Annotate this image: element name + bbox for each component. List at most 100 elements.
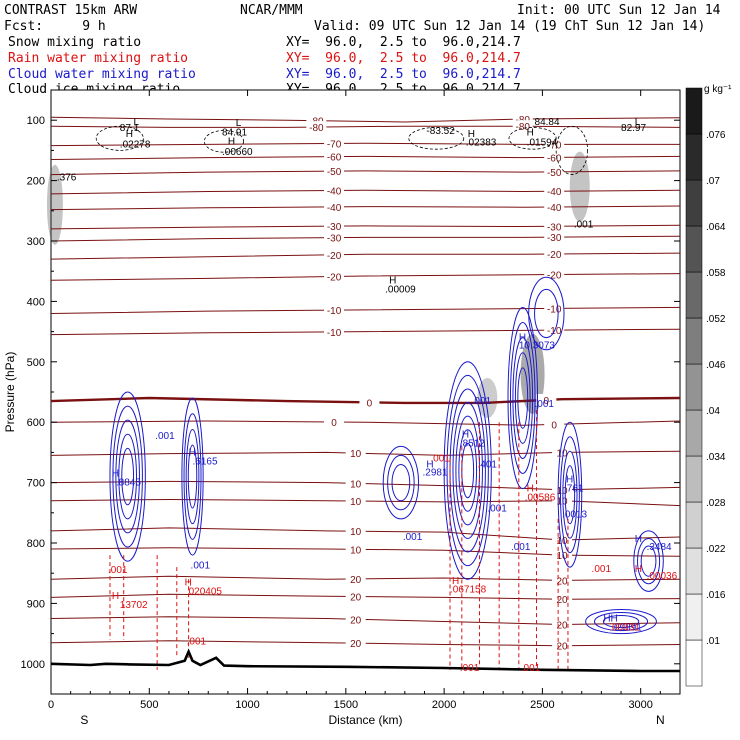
field-value-label: 13702 bbox=[120, 600, 148, 611]
cloud-water-contour bbox=[112, 405, 143, 548]
cloud-water-contour bbox=[458, 429, 478, 512]
field-value-label: 020405 bbox=[189, 586, 223, 597]
isotherm-line bbox=[50, 396, 681, 405]
y-tick-label: 200 bbox=[27, 176, 45, 188]
isotherm-label: 20 bbox=[350, 575, 362, 586]
isotherm-label: -50 bbox=[547, 168, 562, 179]
y-tick-label: 600 bbox=[27, 417, 45, 429]
colorbar-swatch bbox=[685, 179, 703, 227]
colorbar-swatch bbox=[685, 225, 703, 273]
field-value-label: .0013 bbox=[562, 510, 587, 521]
terrain-line bbox=[50, 648, 680, 673]
isotherm-label-bg bbox=[345, 495, 366, 508]
isotherm-label: 20 bbox=[350, 615, 362, 626]
isotherm-label: 10 bbox=[350, 497, 362, 508]
init-time: Init: 00 UTC Sun 12 Jan 14 bbox=[517, 3, 721, 18]
field-value-label: H bbox=[112, 591, 119, 602]
isotherm-line bbox=[50, 420, 681, 426]
isotherm-label-bg bbox=[544, 165, 565, 178]
isotherm-label-bg bbox=[345, 447, 366, 460]
field-value-label: 87.1 bbox=[120, 123, 140, 134]
colorbar-level-label: .028 bbox=[706, 498, 726, 509]
isotherm-label-bg bbox=[345, 590, 366, 603]
isotherm-label-bg bbox=[345, 543, 366, 556]
field-value-label: HH bbox=[603, 614, 617, 625]
field-value-label: .001 bbox=[487, 504, 507, 515]
field-value-label: H bbox=[189, 447, 196, 458]
isotherm-label: -20 bbox=[327, 251, 342, 262]
cloud-water-contour bbox=[509, 322, 536, 475]
isotherm-label-bg bbox=[552, 618, 573, 631]
cloud-water-contour bbox=[517, 367, 529, 429]
isotherm-label-bg bbox=[536, 393, 557, 406]
isotherm-label-bg bbox=[345, 572, 366, 585]
isotherm-label-bg bbox=[324, 304, 345, 317]
field-name-snow: Snow mixing ratio bbox=[8, 35, 142, 50]
colorbar-level-label: .046 bbox=[706, 360, 726, 371]
isotherm-line bbox=[50, 170, 681, 176]
cloud-water-contour bbox=[562, 450, 578, 539]
shading-blob bbox=[520, 333, 545, 414]
isotherm-line bbox=[50, 547, 681, 557]
isotherm-line bbox=[50, 142, 680, 147]
field-value-label: .00331 bbox=[609, 623, 640, 634]
valid-time: Valid: 09 UTC Sun 12 Jan 14 (19 ChT Sun … bbox=[314, 19, 706, 34]
isotherm-label-bg bbox=[324, 270, 345, 283]
isotherm-line bbox=[50, 125, 681, 128]
forecast-hour: Fcst: 9 h bbox=[4, 19, 106, 34]
cloud-ice-contour bbox=[203, 130, 245, 153]
colorbar-swatch bbox=[685, 593, 703, 641]
colorbar-swatch bbox=[685, 547, 703, 595]
y-tick-label: 500 bbox=[27, 357, 45, 369]
cloud-water-contour bbox=[534, 288, 559, 339]
field-value-label: L bbox=[635, 117, 641, 128]
cloud-water-contour bbox=[391, 463, 411, 502]
field-value-label: .001 bbox=[155, 431, 175, 442]
isotherm-label-bg bbox=[552, 593, 573, 606]
field-value-label: .00660 bbox=[222, 147, 253, 158]
isotherm-label: -20 bbox=[327, 273, 342, 284]
cloud-water-contour bbox=[449, 388, 486, 553]
isotherm-label-bg bbox=[552, 483, 573, 496]
isotherm-label-bg bbox=[552, 574, 573, 587]
isotherm-label: 10 bbox=[557, 486, 569, 497]
cloud-water-contour bbox=[512, 337, 534, 459]
isotherm-label-bg bbox=[345, 613, 366, 626]
isotherm-label-bg bbox=[552, 639, 573, 652]
center-name: NCAR/MMM bbox=[240, 3, 303, 18]
cloud-water-contour bbox=[633, 530, 664, 592]
field-value-label: L bbox=[134, 117, 140, 128]
model-title: CONTRAST 15km ARW bbox=[4, 3, 138, 18]
field-xy-rain: XY= 96.0, 2.5 to 96.0,214.7 bbox=[286, 51, 521, 66]
x-tick-label: 3000 bbox=[628, 699, 652, 711]
endpoint-right-label: N bbox=[656, 713, 665, 727]
isotherm-line bbox=[50, 252, 681, 260]
cloud-water-contour bbox=[602, 614, 640, 629]
field-value-label: .001 bbox=[460, 663, 480, 674]
isotherm-line bbox=[50, 328, 681, 336]
field-value-label: .00036 bbox=[647, 571, 678, 582]
field-name-cloud-water: Cloud water mixing ratio bbox=[8, 67, 196, 82]
colorbar-swatch bbox=[685, 639, 703, 687]
field-value-label: .6165 bbox=[193, 456, 218, 467]
cloud-water-contour bbox=[382, 445, 420, 520]
field-value-label: .001 bbox=[472, 396, 492, 407]
colorbar-swatch bbox=[685, 133, 703, 181]
isotherm-label: 20 bbox=[557, 642, 569, 653]
colorbar-swatch bbox=[685, 317, 703, 365]
isotherm-label-bg bbox=[544, 248, 565, 261]
isotherm-label: 10 bbox=[557, 448, 569, 459]
field-xy-snow: XY= 96.0, 2.5 to 96.0,214.7 bbox=[286, 35, 521, 50]
field-value-label: H bbox=[566, 475, 573, 486]
cloud-water-contour bbox=[585, 608, 657, 635]
isotherm-label-bg bbox=[544, 200, 565, 213]
field-value-label: .01594 bbox=[527, 138, 558, 149]
isotherm-label: 10 bbox=[350, 449, 362, 460]
isotherm-label-bg bbox=[552, 533, 573, 546]
cloud-water-contour bbox=[446, 374, 489, 567]
cloud-water-contour bbox=[559, 436, 580, 554]
colorbar-level-label: .01 bbox=[706, 636, 720, 647]
cloud-ice-contour bbox=[95, 125, 144, 151]
cloud-water-contour bbox=[187, 444, 198, 509]
cloud-water-contour bbox=[452, 402, 483, 539]
